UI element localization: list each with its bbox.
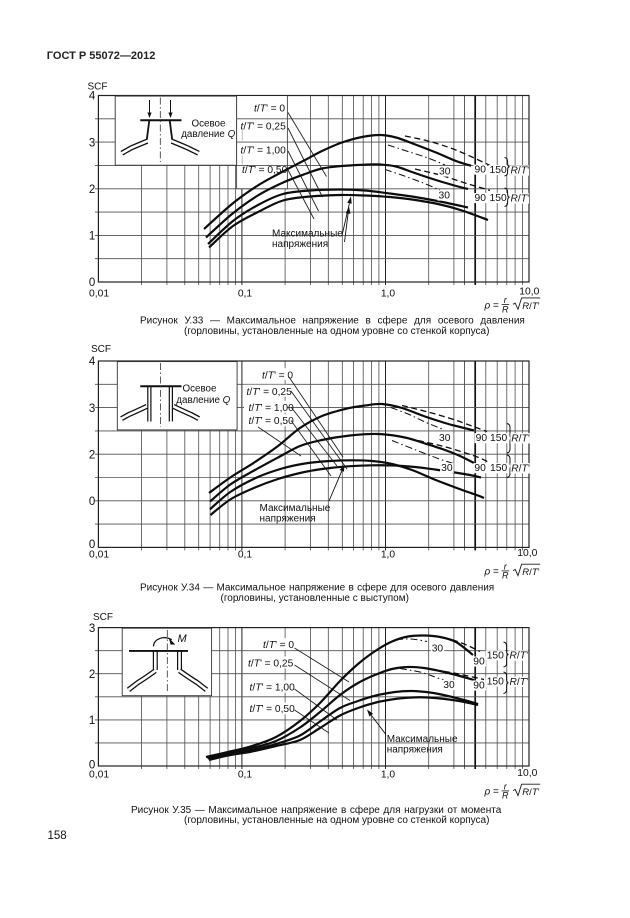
svg-text:R/T’: R/T’ xyxy=(511,194,530,205)
svg-text:30: 30 xyxy=(441,463,453,474)
svg-text:R/T’: R/T’ xyxy=(522,787,539,798)
svg-text:R/T’: R/T’ xyxy=(511,463,530,474)
svg-text:R/T’: R/T’ xyxy=(522,301,539,312)
svg-text:t/T’ = 0,25: t/T’ = 0,25 xyxy=(241,121,287,132)
svg-text:R: R xyxy=(502,304,509,314)
svg-text:10,0: 10,0 xyxy=(517,768,537,779)
svg-text:30: 30 xyxy=(443,680,455,691)
svg-text:10,0: 10,0 xyxy=(519,287,539,298)
svg-text:R/T’: R/T’ xyxy=(511,166,530,177)
svg-text:0: 0 xyxy=(89,760,95,772)
svg-text:(горловины, установленные с вы: (горловины, установленные с выступом) xyxy=(221,593,409,604)
svg-text:30: 30 xyxy=(439,167,451,178)
svg-text:0: 0 xyxy=(89,277,95,289)
svg-text:t/T’ = 0,50: t/T’ = 0,50 xyxy=(250,704,296,715)
svg-text:0: 0 xyxy=(89,496,95,508)
svg-text:Максимальные: Максимальные xyxy=(260,503,331,514)
svg-text:158: 158 xyxy=(48,830,67,842)
svg-text:2: 2 xyxy=(89,449,95,461)
svg-text:1: 1 xyxy=(89,231,95,243)
svg-text:r: r xyxy=(504,782,508,792)
svg-text:R/T’: R/T’ xyxy=(510,677,529,688)
svg-text:90: 90 xyxy=(473,681,485,692)
svg-text:t/T’ = 1,00: t/T’ = 1,00 xyxy=(241,145,287,156)
svg-text:150: 150 xyxy=(490,165,507,176)
svg-text:2: 2 xyxy=(89,669,95,681)
svg-text:0,1: 0,1 xyxy=(238,770,253,781)
svg-text:1: 1 xyxy=(89,715,95,727)
svg-text:2: 2 xyxy=(89,184,95,196)
svg-text:t/T’ = 0: t/T’ = 0 xyxy=(263,640,294,651)
svg-text:90: 90 xyxy=(476,433,488,444)
svg-text:давление Q: давление Q xyxy=(176,395,230,406)
svg-text:90: 90 xyxy=(474,463,486,474)
svg-text:t/T’ = 0: t/T’ = 0 xyxy=(262,370,293,381)
svg-text:R: R xyxy=(502,791,509,801)
svg-text:90: 90 xyxy=(475,165,487,176)
svg-text:напряжения: напряжения xyxy=(387,745,443,756)
svg-text:t/T’ = 0,25: t/T’ = 0,25 xyxy=(247,387,293,398)
svg-text:давление Q: давление Q xyxy=(181,129,235,140)
svg-text:напряжения: напряжения xyxy=(260,513,316,524)
svg-text:Рисунок У.34 — Максимальное на: Рисунок У.34 — Максимальное напряжение в… xyxy=(140,582,494,594)
svg-text:1,0: 1,0 xyxy=(381,770,396,781)
svg-text:150: 150 xyxy=(490,193,507,204)
svg-text:1,0: 1,0 xyxy=(381,550,396,561)
svg-text:3: 3 xyxy=(89,137,95,149)
svg-text:Максимальные: Максимальные xyxy=(387,734,458,745)
svg-text:r: r xyxy=(504,295,508,305)
svg-text:t/T’ = 0,50: t/T’ = 0,50 xyxy=(242,165,288,176)
svg-text:SCF: SCF xyxy=(91,344,111,355)
svg-text:10,0: 10,0 xyxy=(517,548,537,559)
svg-text:150: 150 xyxy=(487,677,504,688)
svg-text:150: 150 xyxy=(490,463,507,474)
svg-text:ρ =: ρ = xyxy=(484,567,500,578)
svg-text:(горловины, установленные на о: (горловины, установленные на одном уровн… xyxy=(184,326,489,337)
svg-text:4: 4 xyxy=(89,91,96,103)
svg-text:90: 90 xyxy=(473,657,485,668)
svg-text:t/T’ = 1,00: t/T’ = 1,00 xyxy=(250,683,296,694)
svg-text:150: 150 xyxy=(487,650,504,661)
svg-text:30: 30 xyxy=(439,433,451,444)
svg-text:150: 150 xyxy=(490,433,507,444)
svg-text:t/T’ = 0,50: t/T’ = 0,50 xyxy=(249,416,295,427)
svg-text:t/T’ = 0,25: t/T’ = 0,25 xyxy=(248,659,294,670)
svg-text:M: M xyxy=(178,633,188,645)
svg-text:0,01: 0,01 xyxy=(89,770,109,781)
svg-text:R/T’: R/T’ xyxy=(522,567,539,578)
svg-text:4: 4 xyxy=(89,356,96,368)
svg-text:ρ =: ρ = xyxy=(484,787,500,798)
svg-text:0,01: 0,01 xyxy=(89,289,109,300)
svg-text:SCF: SCF xyxy=(88,82,108,93)
svg-text:0,1: 0,1 xyxy=(238,289,253,300)
svg-text:R/T’: R/T’ xyxy=(510,651,529,662)
svg-text:ρ =: ρ = xyxy=(484,300,500,311)
svg-text:3: 3 xyxy=(89,403,95,415)
svg-text:t/T’ = 0: t/T’ = 0 xyxy=(254,104,285,115)
svg-text:0: 0 xyxy=(89,539,95,551)
svg-text:Осевое: Осевое xyxy=(192,119,227,130)
svg-text:напряжения: напряжения xyxy=(272,239,328,250)
svg-text:Осевое: Осевое xyxy=(183,383,218,394)
svg-text:ГОСТ Р 55072—2012: ГОСТ Р 55072—2012 xyxy=(47,50,156,62)
svg-text:30: 30 xyxy=(439,191,451,202)
svg-text:0,01: 0,01 xyxy=(89,550,109,561)
svg-text:1,0: 1,0 xyxy=(381,289,396,300)
svg-text:SCF: SCF xyxy=(93,612,113,623)
svg-text:R/T’: R/T’ xyxy=(511,433,530,444)
svg-text:Максимальные: Максимальные xyxy=(272,229,343,240)
svg-text:R: R xyxy=(502,571,509,581)
svg-text:t/T’ = 1,00: t/T’ = 1,00 xyxy=(249,403,295,414)
svg-text:Рисунок У.33 — Максимальное на: Рисунок У.33 — Максимальное напряжение в… xyxy=(140,314,525,326)
svg-text:r: r xyxy=(504,562,508,572)
svg-text:(горловины, установленные на о: (горловины, установленные на одном уровн… xyxy=(184,815,489,826)
svg-text:Рисунок У.35 — Максимальное на: Рисунок У.35 — Максимальное напряжение в… xyxy=(131,804,502,816)
svg-text:90: 90 xyxy=(475,193,487,204)
svg-text:30: 30 xyxy=(432,643,444,654)
svg-text:3: 3 xyxy=(89,623,95,635)
svg-text:0,1: 0,1 xyxy=(238,550,253,561)
